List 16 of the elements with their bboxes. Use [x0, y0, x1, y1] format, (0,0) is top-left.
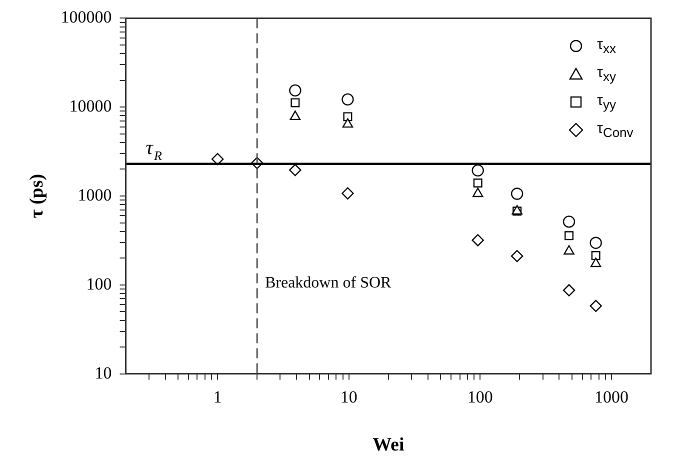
annotation: Breakdown of SOR	[264, 274, 392, 292]
x-axis-title: Wei	[372, 434, 404, 456]
y-tick-label: 100000	[60, 8, 112, 27]
legend-label: τ$_{xy}$	[597, 64, 616, 84]
x-tick-label: 1000	[594, 387, 628, 406]
y-tick-label: 100	[86, 274, 112, 294]
x-tick-label: 10	[340, 387, 358, 406]
y-axis-title: τ (ps)	[26, 174, 48, 218]
x-tick-label: 100	[467, 387, 493, 406]
y-tick-label: 1000	[78, 185, 112, 204]
y-tick-label: 10000	[69, 96, 112, 116]
x-tick-label: 1	[213, 387, 222, 406]
y-tick-label: 10	[94, 363, 112, 382]
legend-label: τ$_{yy}$	[597, 92, 616, 112]
legend-label: τ$_{Conv}$	[597, 120, 634, 140]
legend-label: τ$_{xx}$	[597, 36, 616, 56]
